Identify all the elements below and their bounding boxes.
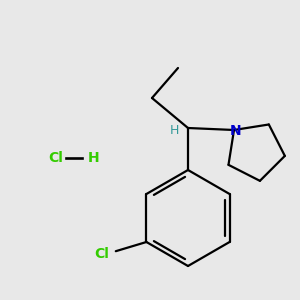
Text: H: H <box>88 151 100 165</box>
Text: Cl: Cl <box>94 247 109 261</box>
Text: H: H <box>169 124 179 136</box>
Text: N: N <box>230 124 242 138</box>
Text: Cl: Cl <box>48 151 63 165</box>
